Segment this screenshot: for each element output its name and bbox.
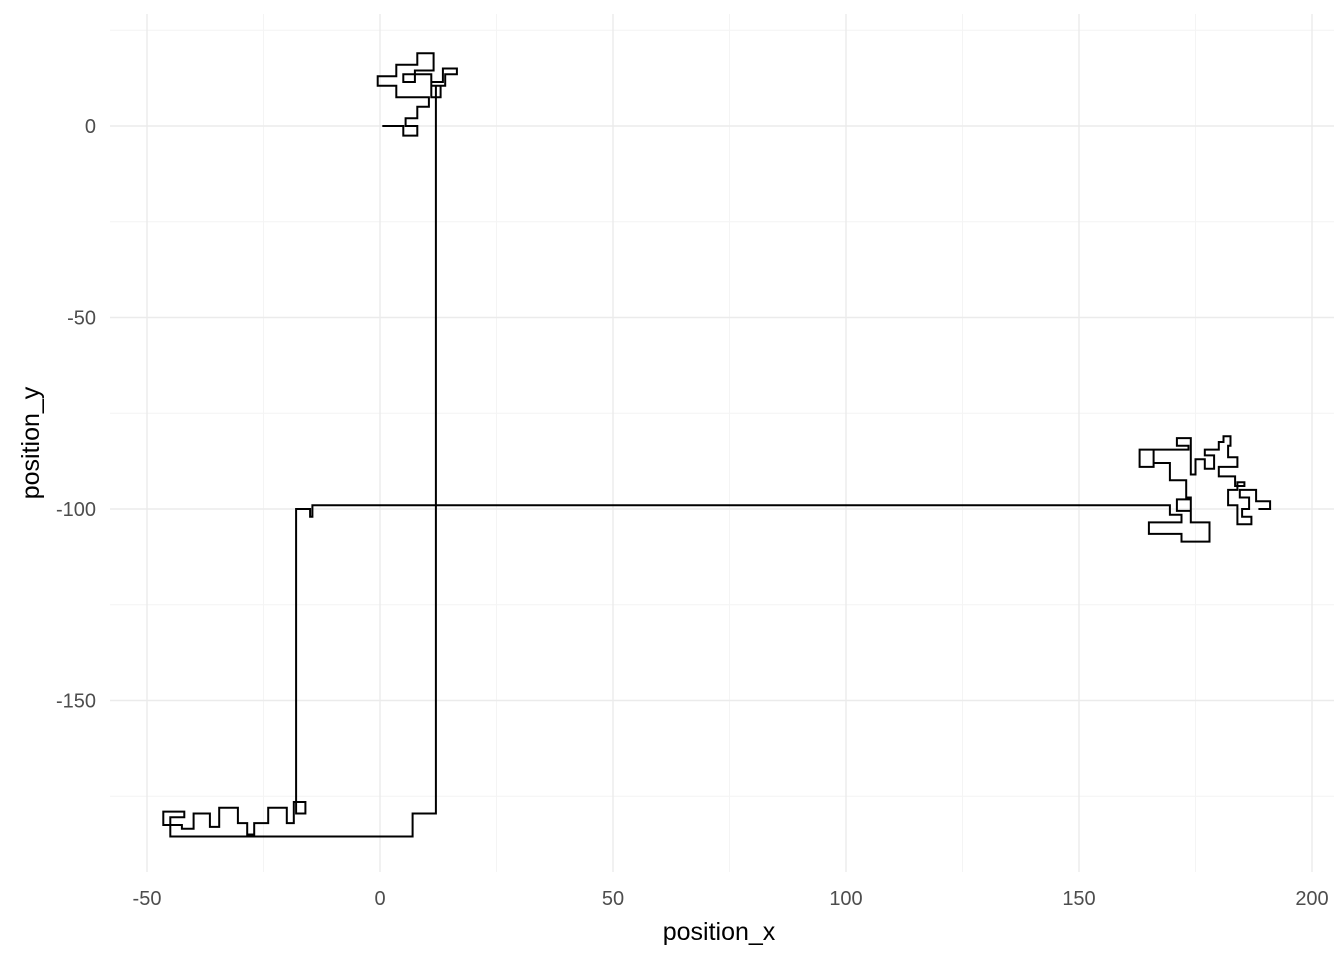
series-line (162, 52, 1272, 838)
x-axis-tick-labels: -50 0 50 100 150 200 (133, 888, 1329, 910)
y-tick-label: -150 (56, 691, 96, 713)
minor-gridlines (110, 14, 1334, 872)
major-gridlines (110, 14, 1334, 872)
y-axis-tick-labels: 0 -50 -100 -150 (56, 116, 96, 713)
series-layer (162, 52, 1272, 838)
x-tick-label: 200 (1295, 888, 1328, 910)
x-tick-label: 50 (602, 888, 624, 910)
x-tick-label: -50 (133, 888, 162, 910)
x-tick-label: 100 (829, 888, 862, 910)
x-axis-title: position_x (663, 918, 776, 946)
y-tick-label: -50 (67, 308, 96, 330)
x-tick-label: 0 (374, 888, 385, 910)
y-tick-label: 0 (85, 116, 96, 138)
y-axis-title: position_y (17, 386, 45, 499)
x-tick-label: 150 (1062, 888, 1095, 910)
y-tick-label: -100 (56, 499, 96, 521)
